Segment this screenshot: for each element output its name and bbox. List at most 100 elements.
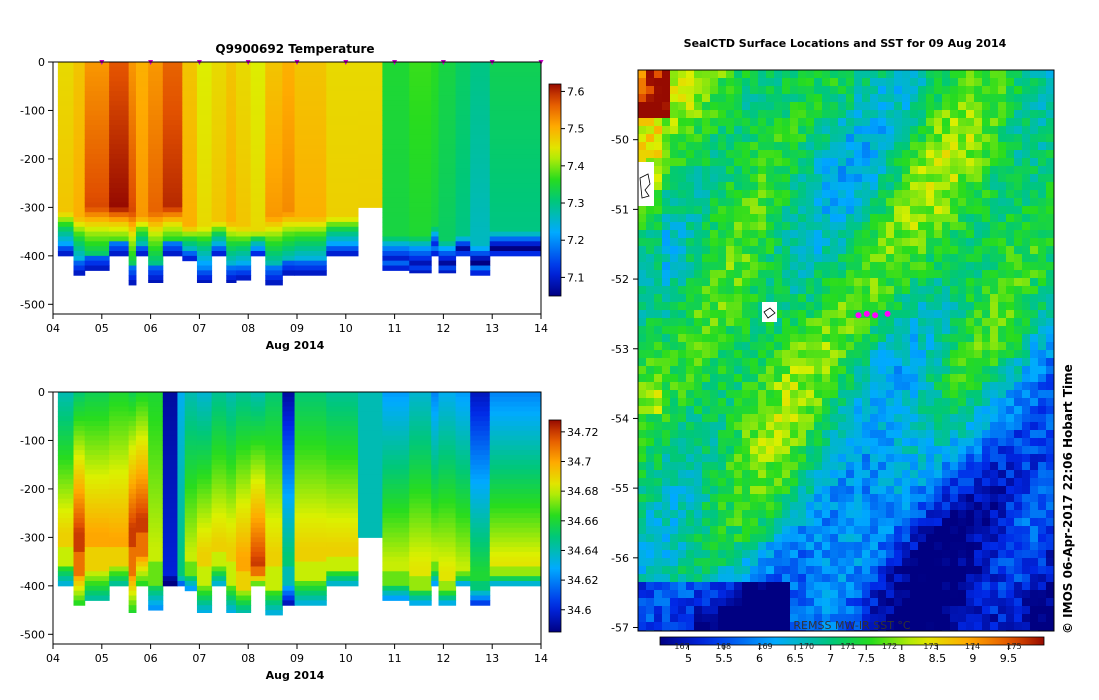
sst-cell <box>758 70 767 79</box>
sst-cell <box>838 262 847 271</box>
sst-cell <box>742 78 751 87</box>
section-cell <box>226 561 237 567</box>
sst-cell <box>814 118 823 127</box>
section-cell <box>211 401 227 408</box>
section-cell <box>196 610 213 613</box>
section-cell <box>148 76 164 82</box>
sst-cell <box>902 142 911 151</box>
section-cell <box>196 522 213 529</box>
sst-cell <box>670 70 679 79</box>
section-cell <box>382 440 410 446</box>
section-cell <box>250 207 266 213</box>
sst-cell <box>830 358 839 367</box>
section-cell <box>148 173 164 179</box>
sst-cell <box>870 150 879 159</box>
sst-cell <box>878 214 887 223</box>
section-cell <box>489 251 541 257</box>
sst-cell <box>798 270 807 279</box>
sst-cell <box>1014 230 1023 239</box>
section-cell <box>84 551 110 558</box>
sst-cell <box>862 142 871 151</box>
profile-column <box>162 62 183 257</box>
sst-cell <box>750 254 759 263</box>
section-cell <box>177 440 186 446</box>
sst-cell <box>950 190 959 199</box>
sst-cell <box>846 206 855 215</box>
section-cell <box>135 508 149 514</box>
sst-cell <box>878 430 887 439</box>
section-cell <box>162 241 183 247</box>
section-cell <box>135 81 149 87</box>
sst-cell <box>814 78 823 87</box>
sst-cell <box>814 302 823 311</box>
sst-cell <box>1014 198 1023 207</box>
section-cell <box>236 91 252 97</box>
section-cell <box>177 493 186 500</box>
sst-cell <box>750 238 759 247</box>
sst-cell <box>718 398 727 407</box>
section-cell <box>382 207 410 213</box>
section-cell <box>438 129 457 136</box>
section-cell <box>470 522 491 529</box>
sst-cell <box>702 438 711 447</box>
sst-cell <box>886 206 895 215</box>
section-cell <box>438 91 457 97</box>
section-cell <box>135 440 149 446</box>
section-cell <box>211 144 227 150</box>
sst-cell <box>710 430 719 439</box>
section-cell <box>73 484 86 490</box>
sst-cell <box>718 390 727 399</box>
sst-cell <box>646 102 655 111</box>
sst-cell <box>798 118 807 127</box>
sst-cell <box>694 422 703 431</box>
section-cell <box>358 125 383 131</box>
sst-cell <box>1022 142 1031 151</box>
section-cell <box>294 154 327 160</box>
section-cell <box>109 581 130 587</box>
sst-cell <box>870 398 879 407</box>
sst-cell <box>702 382 711 391</box>
section-cell <box>148 197 164 204</box>
sst-cell <box>886 254 895 263</box>
sst-cell <box>662 294 671 303</box>
sst-cell <box>902 70 911 79</box>
section-cell <box>84 401 110 408</box>
sst-cell <box>806 134 815 143</box>
sst-cell <box>958 318 967 327</box>
sst-cell <box>854 174 863 183</box>
section-cell <box>236 566 252 572</box>
sst-cell <box>894 190 903 199</box>
colorbar-tick-label: 34.7 <box>567 456 592 469</box>
section-cell <box>438 95 457 102</box>
section-cell <box>282 163 296 170</box>
section-cell <box>489 125 541 131</box>
sst-cell <box>686 406 695 415</box>
section-cell <box>455 197 471 204</box>
section-cell <box>294 125 327 131</box>
sst-cell <box>670 238 679 247</box>
section-cell <box>265 163 283 170</box>
section-cell <box>211 484 227 490</box>
sst-cell <box>726 150 735 159</box>
section-cell <box>489 440 541 446</box>
sst-cell <box>870 438 879 447</box>
sst-cell <box>1022 294 1031 303</box>
sst-cell <box>982 150 991 159</box>
sst-cell <box>1030 118 1039 127</box>
sst-cell <box>982 118 991 127</box>
sst-cell <box>766 246 775 255</box>
sst-cell <box>950 222 959 231</box>
section-cell <box>470 105 491 111</box>
section-cell <box>84 464 110 471</box>
section-cell <box>162 566 178 572</box>
section-cell <box>438 226 457 233</box>
section-cell <box>135 188 149 194</box>
section-cell <box>382 95 410 102</box>
section-cell <box>455 401 471 408</box>
section-cell <box>294 571 327 577</box>
sst-cell <box>1022 262 1031 271</box>
sst-cell <box>1046 110 1054 119</box>
sst-cell <box>1030 166 1039 175</box>
section-cell <box>211 581 227 587</box>
sst-cell <box>774 254 783 263</box>
